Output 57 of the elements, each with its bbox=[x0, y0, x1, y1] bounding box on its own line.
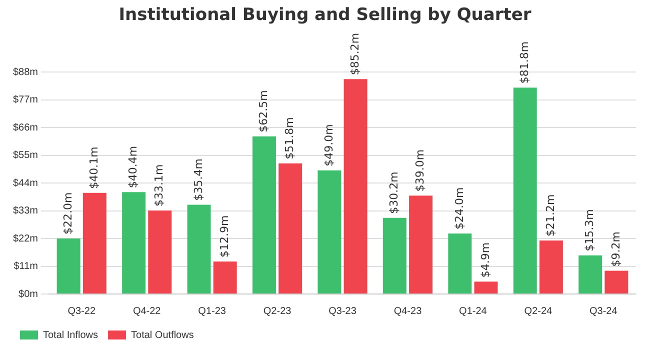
bar bbox=[56, 238, 80, 294]
x-tick-label: Q4-23 bbox=[394, 306, 422, 317]
bar bbox=[187, 204, 211, 294]
y-tick-label: $0m bbox=[18, 288, 38, 300]
x-tick-label: Q1-23 bbox=[198, 306, 226, 317]
legend-label: Total Outflows bbox=[131, 330, 194, 341]
bar bbox=[344, 79, 368, 294]
data-label: $22.0m bbox=[61, 192, 74, 234]
data-label: $39.0m bbox=[414, 149, 427, 192]
y-tick-label: $88m bbox=[13, 66, 38, 78]
data-label: $9.2m bbox=[609, 232, 622, 267]
bar bbox=[448, 233, 472, 294]
bar bbox=[513, 88, 537, 294]
x-tick-label: Q2-23 bbox=[263, 306, 292, 317]
x-tick-label: Q3-23 bbox=[328, 306, 357, 317]
bar bbox=[278, 163, 302, 294]
x-tick-label: Q3-22 bbox=[68, 306, 96, 317]
data-label: $51.8m bbox=[283, 117, 296, 160]
data-label: $15.3m bbox=[583, 209, 596, 252]
chart-title: Institutional Buying and Selling by Quarter bbox=[118, 4, 532, 27]
data-label: $33.1m bbox=[152, 164, 166, 206]
bar bbox=[252, 136, 276, 294]
y-tick-label: $77m bbox=[13, 94, 38, 106]
bar bbox=[148, 210, 172, 294]
bar bbox=[474, 282, 498, 294]
y-tick-label: $22m bbox=[13, 233, 38, 244]
x-tick-label: Q2-24 bbox=[524, 306, 552, 317]
data-label: $24.0m bbox=[452, 187, 466, 230]
data-label: $85.2m bbox=[348, 32, 362, 76]
bar bbox=[382, 218, 406, 294]
bar bbox=[604, 270, 628, 294]
x-tick-label: Q1-24 bbox=[459, 306, 488, 317]
y-tick-label: $66m bbox=[13, 122, 38, 134]
data-label: $35.4m bbox=[192, 158, 205, 201]
data-label: $30.2m bbox=[388, 172, 401, 214]
data-label: $21.2m bbox=[544, 194, 558, 237]
bar bbox=[318, 170, 342, 294]
bar bbox=[213, 261, 237, 294]
bar bbox=[82, 192, 106, 294]
data-label: $40.4m bbox=[126, 146, 140, 188]
x-tick-label: Q4-22 bbox=[132, 306, 162, 317]
data-label: $4.9m bbox=[478, 242, 492, 278]
bar bbox=[122, 192, 146, 294]
data-label: $40.1m bbox=[88, 146, 101, 189]
bar bbox=[578, 255, 602, 294]
data-label: $62.5m bbox=[257, 90, 270, 132]
y-tick-label: $55m bbox=[13, 150, 38, 161]
legend-label: Total Inflows bbox=[43, 330, 98, 341]
x-tick-label: Q3-24 bbox=[589, 306, 618, 317]
data-label: $81.8m bbox=[518, 41, 531, 84]
bar bbox=[409, 196, 433, 294]
y-tick-label: $44m bbox=[13, 178, 38, 189]
bar bbox=[539, 240, 563, 294]
y-tick-label: $11m bbox=[14, 261, 38, 272]
data-label: $12.9m bbox=[218, 215, 231, 258]
data-label: $49.0m bbox=[322, 124, 336, 166]
y-tick-label: $33m bbox=[13, 206, 38, 216]
